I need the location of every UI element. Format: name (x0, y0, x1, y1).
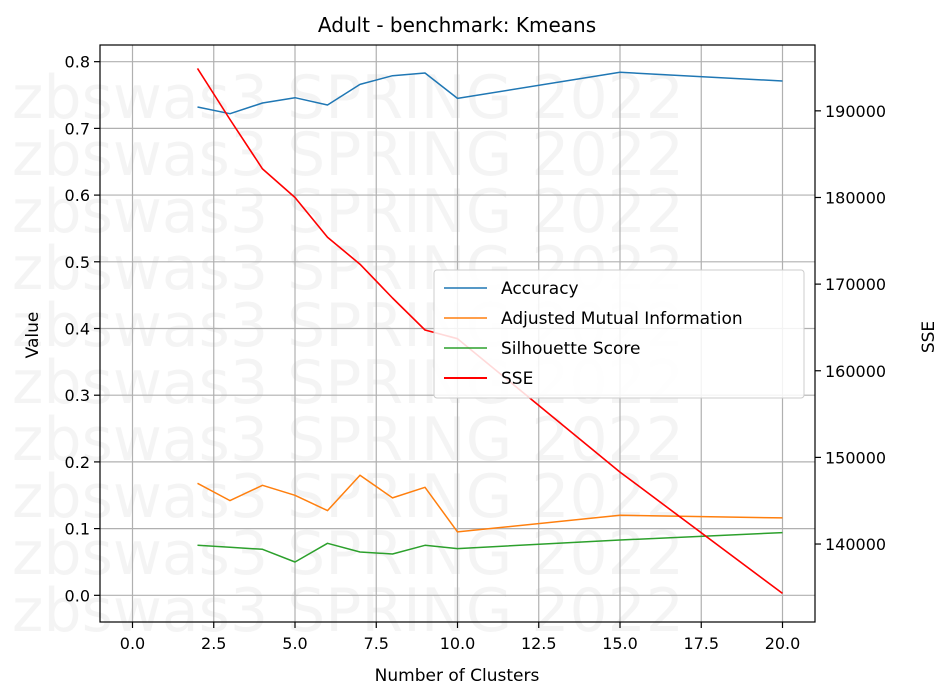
y-tick-label: 0.3 (65, 386, 90, 405)
y-tick-label: 0.5 (65, 253, 90, 272)
x-tick-label: 15.0 (602, 634, 638, 653)
y-tick-label: 0.7 (65, 119, 90, 138)
x-axis-label: Number of Clusters (375, 666, 540, 686)
y-tick-label: 0.4 (65, 319, 90, 338)
watermark-text: zbswas3 SPRING 2022 (12, 519, 684, 589)
x-tick-label: 20.0 (765, 634, 801, 653)
y2-tick-label: 160000 (825, 362, 886, 381)
chart-title: Adult - benchmark: Kmeans (318, 13, 596, 37)
y2-tick-label: 190000 (825, 102, 886, 121)
y-tick-label: 0.8 (65, 53, 90, 72)
watermark-text: zbswas3 SPRING 2022 (12, 177, 684, 247)
legend-label: Accuracy (501, 279, 579, 299)
series-line-accuracy (197, 71, 783, 115)
x-tick-label: 2.5 (201, 634, 226, 653)
watermark-text: zbswas3 SPRING 2022 (12, 120, 684, 190)
y-tick-label: 0.0 (65, 586, 90, 605)
watermark-text: zbswas3 SPRING 2022 (12, 576, 684, 646)
x-tick-label: 12.5 (521, 634, 557, 653)
y2-tick-label: 170000 (825, 275, 886, 294)
watermark-text: zbswas3 SPRING 2022 (12, 63, 684, 133)
x-tick-label: 17.5 (683, 634, 719, 653)
x-tick-label: 7.5 (364, 634, 389, 653)
legend-label: Adjusted Mutual Information (501, 309, 743, 329)
watermark-text: zbswas3 SPRING 2022 (12, 405, 684, 475)
y-axis-label: Value (23, 312, 43, 359)
legend-box (433, 269, 805, 399)
x-tick-label: 0.0 (120, 634, 145, 653)
ticks-layer: 0.0 2.5 5.0 7.5 10.0 12.5 15.0 17.5 20.0 0.0 0.1 0.… (65, 53, 887, 653)
y-tick-label: 0.1 (65, 520, 90, 539)
y2-tick-label: 180000 (825, 188, 886, 207)
y2-axis-label: SSE (919, 321, 939, 353)
y2-tick-label: 150000 (825, 448, 886, 467)
x-tick-label: 10.0 (440, 634, 476, 653)
x-tick-label: 5.0 (282, 634, 307, 653)
y2-tick-label: 140000 (825, 535, 886, 554)
y-tick-label: 0.6 (65, 186, 90, 205)
legend-label: SSE (501, 369, 533, 389)
legend-label: Silhouette Score (501, 339, 640, 359)
y-tick-label: 0.2 (65, 453, 90, 472)
series-line-silhouette-score (197, 531, 783, 563)
legend: Accuracy Adjusted Mutual Information Silho… (433, 269, 805, 399)
series-line-adjusted-mutual-information (197, 474, 783, 533)
